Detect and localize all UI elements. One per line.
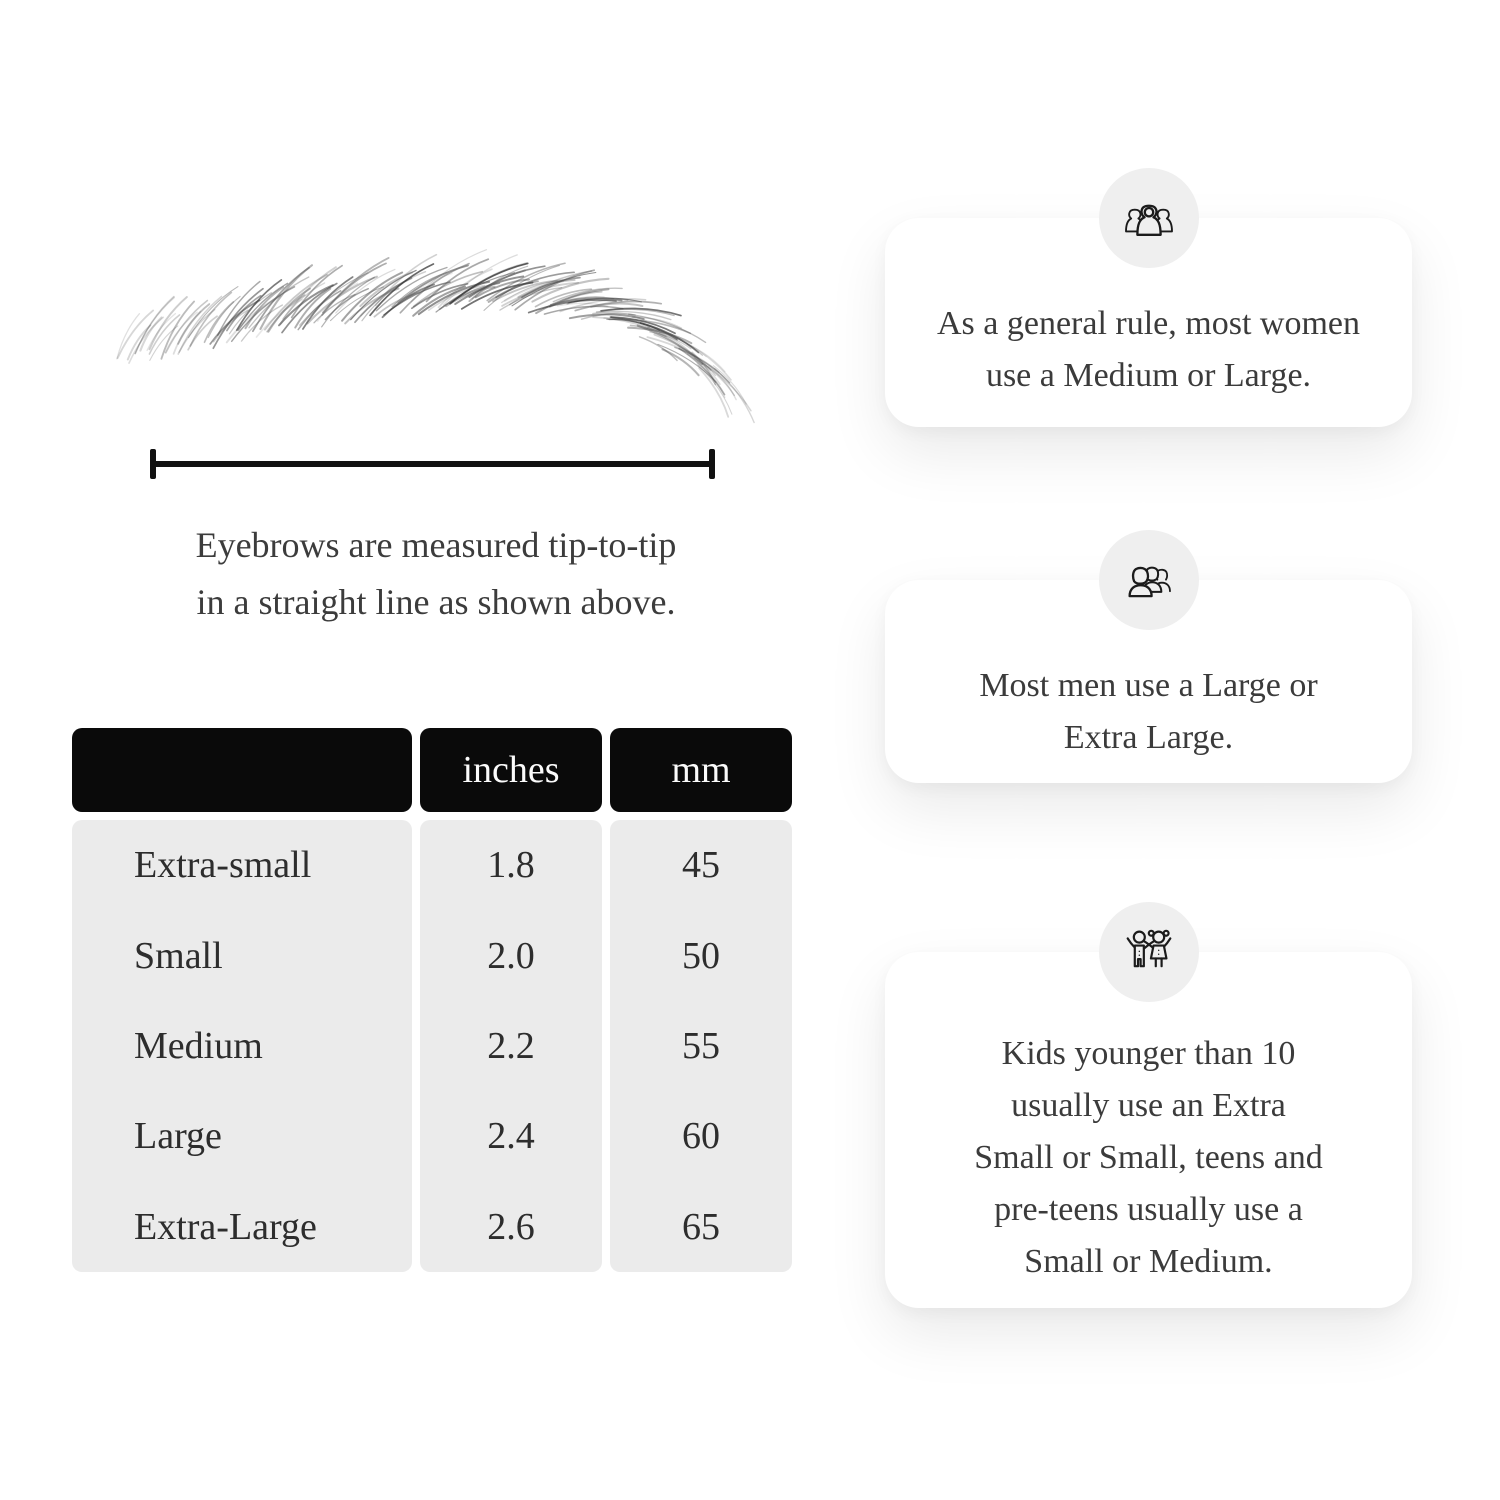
eyebrow-drawing	[116, 249, 755, 424]
info-card-men: Most men use a Large or Extra Large.	[885, 530, 1412, 783]
table-row-inches: 2.4	[487, 1115, 535, 1158]
card-text-line: Kids younger than 10	[1001, 1035, 1296, 1072]
table-row-inches: 2.0	[487, 934, 535, 977]
measurement-line	[150, 449, 715, 479]
card-kids-text: Kids younger than 10 usually use an Extr…	[905, 1028, 1392, 1288]
measurement-endcap-right	[709, 449, 715, 479]
info-card-kids: Kids younger than 10 usually use an Extr…	[885, 902, 1412, 1308]
card-text-line: Extra Large.	[1063, 719, 1234, 756]
table-row-inches: 2.6	[487, 1205, 535, 1248]
card-text-line: Small or Medium.	[1024, 1243, 1273, 1280]
card-men-text: Most men use a Large or Extra Large.	[905, 660, 1392, 764]
table-header-inches-label: inches	[462, 749, 560, 791]
card-text-line: Most men use a Large or	[979, 667, 1318, 704]
card-text-line: Small or Small, teens and	[974, 1139, 1323, 1176]
size-table-body: Extra-small 1.8 45 Small 2.0 50 Medium 2…	[72, 820, 792, 1272]
measurement-bar	[152, 461, 713, 467]
eyebrow-illustration	[108, 232, 758, 437]
table-row-size: Extra-Large	[134, 1205, 317, 1248]
table-row-size: Medium	[134, 1024, 263, 1067]
men-group-icon	[1127, 566, 1171, 598]
men-icon-circle	[1098, 530, 1199, 630]
card-text-line: pre-teens usually use a	[994, 1191, 1303, 1228]
table-header-size	[72, 728, 412, 812]
card-text-line: use a Medium or Large.	[985, 357, 1312, 394]
table-header-inches: inches	[420, 728, 602, 812]
card-text-line: As a general rule, most women	[937, 305, 1360, 342]
kids-icon-circle	[1098, 902, 1199, 1002]
kids-icon	[1126, 929, 1171, 968]
table-row-inches: 1.8	[487, 844, 535, 887]
table-row-mm: 45	[682, 844, 720, 887]
table-header-mm-label: mm	[671, 749, 731, 791]
caption-line-1: Eyebrows are measured tip-to-tip	[195, 525, 677, 565]
table-row-mm: 50	[682, 934, 720, 977]
table-column-bg-inches	[420, 820, 602, 1272]
card-text-line: usually use an Extra	[1011, 1087, 1286, 1124]
women-group-icon	[1124, 204, 1173, 236]
women-icon-circle	[1098, 168, 1199, 268]
table-row-inches: 2.2	[487, 1024, 535, 1067]
table-row-size: Extra-small	[134, 844, 312, 887]
table-row-mm: 65	[682, 1205, 720, 1248]
table-row-mm: 55	[682, 1024, 720, 1067]
info-card-women: As a general rule, most women use a Medi…	[885, 168, 1412, 427]
caption-line-2: in a straight line as shown above.	[196, 582, 676, 622]
card-women-text: As a general rule, most women use a Medi…	[905, 298, 1392, 402]
table-row-size: Large	[134, 1115, 222, 1158]
table-row-size: Small	[134, 934, 223, 977]
table-header-mm: mm	[610, 728, 792, 812]
figure-caption: Eyebrows are measured tip-to-tip in a st…	[86, 517, 786, 631]
table-column-bg-mm	[610, 820, 792, 1272]
table-column-bg-size	[72, 820, 412, 1272]
table-row-mm: 60	[682, 1115, 720, 1158]
